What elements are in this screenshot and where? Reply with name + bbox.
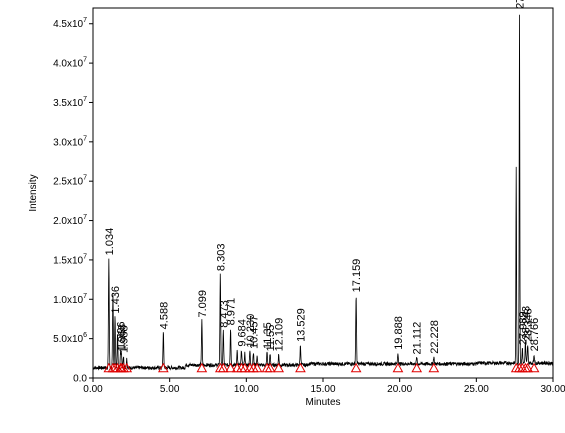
x-tick-label: 15.00 — [310, 384, 335, 395]
peak-label: 27.989 — [517, 311, 529, 345]
peak-label: 1.863 — [117, 324, 129, 352]
peak-label: 1.436 — [110, 286, 122, 314]
peak-label: 11.35 — [262, 322, 274, 349]
peak-label: 28.243 — [520, 306, 532, 340]
x-tick-label: 5.00 — [160, 384, 180, 395]
y-tick-label: 2.5x107 — [53, 175, 87, 188]
peak-label: 1.034 — [104, 228, 116, 256]
x-tick-label: 20.00 — [387, 384, 412, 395]
peak-label: 10.230 — [245, 314, 257, 348]
peak-label: 11.55 — [265, 325, 277, 352]
peak-label: 13.529 — [295, 308, 307, 342]
peak-marker — [217, 362, 229, 373]
peak-marker — [528, 362, 540, 373]
peak-marker — [392, 362, 404, 373]
peak-label: 10.457 — [248, 315, 260, 349]
x-tick-label: 10.00 — [234, 384, 259, 395]
peak-label: 7.099 — [197, 290, 209, 318]
y-tick-label: 4.5x107 — [53, 17, 87, 30]
peak-label: 28.348 — [523, 308, 535, 342]
chromatogram-trace — [92, 14, 554, 371]
x-tick-label: 25.00 — [464, 384, 489, 395]
peak-label: 8.971 — [226, 298, 238, 326]
peak-label: 19.888 — [393, 316, 405, 350]
y-tick-label: 3.5x107 — [53, 96, 87, 109]
peak-markers — [103, 362, 540, 373]
y-tick-label: 5.0x106 — [53, 332, 87, 345]
peak-label: 9.684 — [236, 319, 248, 347]
peak-label: 12.109 — [274, 318, 286, 352]
peak-marker — [121, 362, 133, 373]
peak-label: 28.766 — [529, 318, 541, 352]
peak-label: 8.303 — [215, 244, 227, 272]
peak-label: 22.228 — [429, 320, 441, 354]
y-tick-label: 3.0x107 — [53, 135, 87, 148]
peak-label: 4.588 — [158, 302, 170, 330]
peak-marker — [251, 362, 263, 373]
x-axis-title: Minutes — [305, 397, 340, 408]
y-tick-label: 1.5x107 — [53, 253, 87, 266]
peak-marker — [295, 362, 306, 373]
y-tick-label: 2.0x107 — [53, 214, 87, 227]
peak-marker — [428, 362, 440, 373]
peak-marker — [264, 362, 276, 373]
x-tick-label: 0.00 — [83, 384, 103, 395]
peak-marker — [225, 362, 236, 373]
peak-label: 27.815 — [514, 0, 526, 9]
y-tick-label: 1.0x107 — [53, 293, 87, 306]
y-tick-label: 4.0x107 — [53, 57, 87, 70]
y-tick-label: 0.0 — [73, 374, 87, 385]
peak-marker — [522, 362, 534, 373]
peak-marker — [273, 362, 285, 373]
peak-marker — [350, 362, 362, 373]
peak-label: 1.988 — [119, 325, 131, 353]
y-axis: 0.0 5.0x106 1.0x107 1.5x107 2.0x107 2.5x107 3.… — [53, 17, 93, 385]
peak-marker — [157, 362, 169, 373]
peak-label: 17.159 — [351, 259, 363, 293]
peak-marker — [196, 362, 208, 373]
peak-label: 8.473 — [218, 300, 230, 328]
peak-label: 1.796 — [116, 321, 128, 349]
y-axis-title: Intensity — [28, 174, 39, 211]
peak-marker — [411, 362, 423, 373]
x-tick-label: 30.00 — [540, 384, 565, 395]
peak-label: 21.112 — [412, 322, 424, 355]
x-axis: 0.00 5.00 10.00 15.00 20.00 25.00 30.00 — [83, 378, 565, 395]
